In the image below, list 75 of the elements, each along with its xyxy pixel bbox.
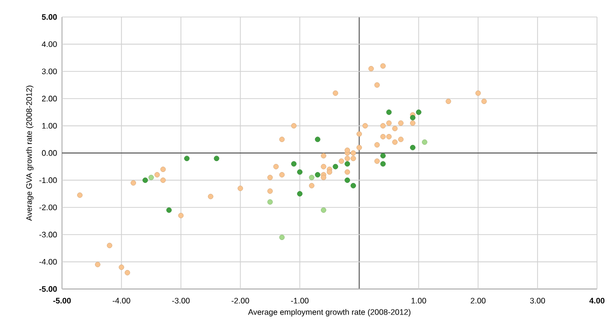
point <box>279 234 285 240</box>
point <box>392 126 398 132</box>
point <box>350 182 356 188</box>
point <box>422 139 428 145</box>
point <box>374 158 380 164</box>
point <box>77 192 83 198</box>
point <box>308 174 314 180</box>
point <box>380 161 386 167</box>
point <box>410 120 416 126</box>
point <box>320 174 326 180</box>
point <box>344 156 350 162</box>
point <box>392 139 398 145</box>
point <box>291 123 297 128</box>
point <box>130 180 136 186</box>
point <box>184 156 190 162</box>
point <box>410 114 416 120</box>
point <box>320 164 326 170</box>
point <box>106 242 112 248</box>
point <box>267 199 273 205</box>
point <box>386 134 392 140</box>
point <box>238 186 244 192</box>
point <box>350 156 356 162</box>
point <box>142 177 148 183</box>
point <box>344 169 350 175</box>
point <box>446 98 452 104</box>
point <box>124 270 130 276</box>
point <box>279 136 285 142</box>
point <box>297 191 302 196</box>
point <box>386 109 392 115</box>
point <box>160 177 166 183</box>
point <box>356 131 362 137</box>
point <box>374 142 380 148</box>
point <box>314 136 320 142</box>
point <box>398 120 404 126</box>
point <box>208 194 214 200</box>
point <box>160 166 166 172</box>
point <box>267 174 273 180</box>
point <box>386 120 392 126</box>
point <box>279 172 285 178</box>
point <box>338 158 344 164</box>
point <box>178 212 184 218</box>
point <box>320 207 326 213</box>
point <box>148 174 154 180</box>
point <box>380 153 386 158</box>
point <box>344 177 350 183</box>
point <box>380 63 386 69</box>
point <box>481 98 487 104</box>
point <box>350 150 356 156</box>
point <box>362 123 368 128</box>
point <box>166 207 172 213</box>
point <box>297 169 302 175</box>
point <box>267 188 273 194</box>
point <box>332 164 338 170</box>
point <box>94 262 100 268</box>
point <box>344 161 350 167</box>
point <box>380 123 386 128</box>
point <box>326 169 332 175</box>
point <box>368 66 374 72</box>
point <box>314 172 320 178</box>
point <box>332 90 338 96</box>
point <box>273 164 279 170</box>
point <box>320 153 326 158</box>
point <box>291 161 297 167</box>
point <box>154 172 160 178</box>
point <box>410 144 416 150</box>
point <box>356 144 362 150</box>
point <box>308 182 314 188</box>
point <box>398 136 404 142</box>
point <box>344 148 350 153</box>
point <box>374 82 380 88</box>
point <box>475 90 481 96</box>
point <box>118 264 124 270</box>
point <box>416 109 422 115</box>
point <box>214 156 220 162</box>
point <box>380 134 386 140</box>
